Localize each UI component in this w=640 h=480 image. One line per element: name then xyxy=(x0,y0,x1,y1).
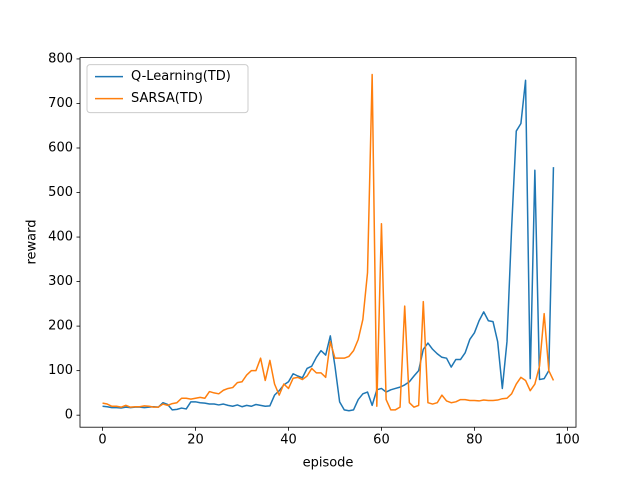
x-tick-label: 80 xyxy=(466,433,483,448)
plot-frame xyxy=(79,57,577,428)
y-tick-label: 600 xyxy=(48,140,73,155)
legend-box xyxy=(86,64,249,114)
x-tick-label: 60 xyxy=(373,433,390,448)
x-axis-label: episode xyxy=(303,456,354,471)
y-tick-label: 500 xyxy=(48,185,73,200)
y-tick-label: 400 xyxy=(48,230,73,245)
y-tick-label: 800 xyxy=(48,51,73,66)
y-axis-label: reward xyxy=(25,219,40,264)
legend-label: SARSA(TD) xyxy=(131,91,203,106)
y-tick-label: 0 xyxy=(65,408,73,423)
x-tick-label: 40 xyxy=(280,433,297,448)
y-tick-label: 100 xyxy=(48,363,73,378)
x-tick-label: 0 xyxy=(98,433,106,448)
x-tick-label: 100 xyxy=(555,433,580,448)
line-series xyxy=(102,79,555,412)
y-tick-label: 200 xyxy=(48,319,73,334)
legend: Q-Learning(TD) SARSA(TD) xyxy=(86,64,249,114)
y-tick-label: 300 xyxy=(48,274,73,289)
legend-label: Q-Learning(TD) xyxy=(131,69,231,84)
x-tick-label: 20 xyxy=(187,433,204,448)
y-tick-label: 700 xyxy=(48,96,73,111)
line-series xyxy=(102,73,555,411)
